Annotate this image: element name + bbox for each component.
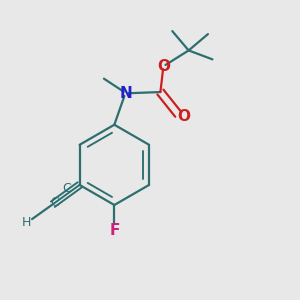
Text: O: O xyxy=(177,109,190,124)
Text: H: H xyxy=(22,216,32,229)
Text: N: N xyxy=(120,86,133,101)
Text: O: O xyxy=(157,59,170,74)
Text: C: C xyxy=(62,182,71,194)
Text: F: F xyxy=(109,223,119,238)
Text: C: C xyxy=(50,196,59,209)
